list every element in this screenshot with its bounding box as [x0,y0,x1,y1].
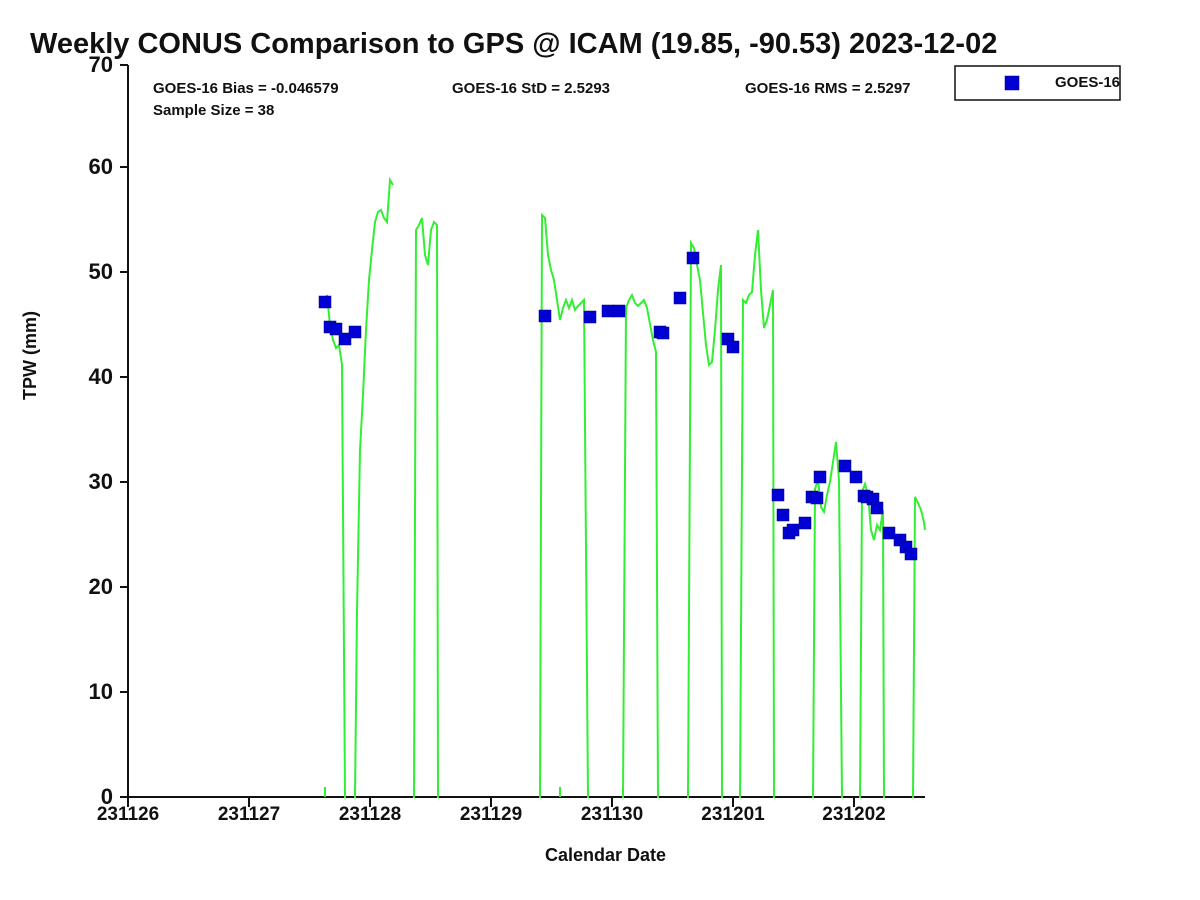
goes16-scatter-points[interactable] [319,252,917,560]
y-axis-ticks [120,65,128,797]
scatter-point-5 [349,326,361,338]
scatter-point-7 [584,311,596,323]
ytick-10: 10 [89,679,113,704]
chart-container: Weekly CONUS Comparison to GPS @ ICAM (1… [0,0,1200,900]
xtick-231126: 231126 [97,804,159,825]
ytick-60: 60 [89,154,113,179]
scatter-point-13 [687,252,699,264]
legend-label: GOES-16 [1055,74,1120,91]
scatter-point-29 [871,502,883,514]
scatter-point-20 [799,517,811,529]
ytick-30: 30 [89,469,113,494]
scatter-point-8 [602,305,614,317]
gps-line-series [325,180,925,798]
scatter-point-6 [539,310,551,322]
scatter-point-23 [814,471,826,483]
scatter-point-33 [905,548,917,560]
scatter-point-22 [811,492,823,504]
scatter-point-19 [787,524,799,536]
scatter-point-17 [777,509,789,521]
scatter-point-30 [883,527,895,539]
scatter-point-11 [657,327,669,339]
scatter-point-25 [850,471,862,483]
ytick-20: 20 [89,574,113,599]
xtick-231129: 231129 [460,804,522,825]
xtick-231127: 231127 [218,804,280,825]
xtick-231201: 231201 [701,804,765,825]
ytick-40: 40 [89,364,113,389]
scatter-point-15 [727,341,739,353]
legend-marker [1005,76,1019,90]
ytick-50: 50 [89,259,113,284]
xtick-231128: 231128 [339,804,401,825]
legend-box: GOES-16 [955,66,1120,100]
xtick-231130: 231130 [581,804,643,825]
ytick-70: 70 [89,52,113,77]
scatter-point-1 [319,296,331,308]
chart-svg: 0 10 20 30 40 50 60 70 [0,0,1200,900]
scatter-point-16 [772,489,784,501]
scatter-point-9 [613,305,625,317]
scatter-point-24 [839,460,851,472]
scatter-point-12 [674,292,686,304]
xtick-231202: 231202 [822,804,885,825]
